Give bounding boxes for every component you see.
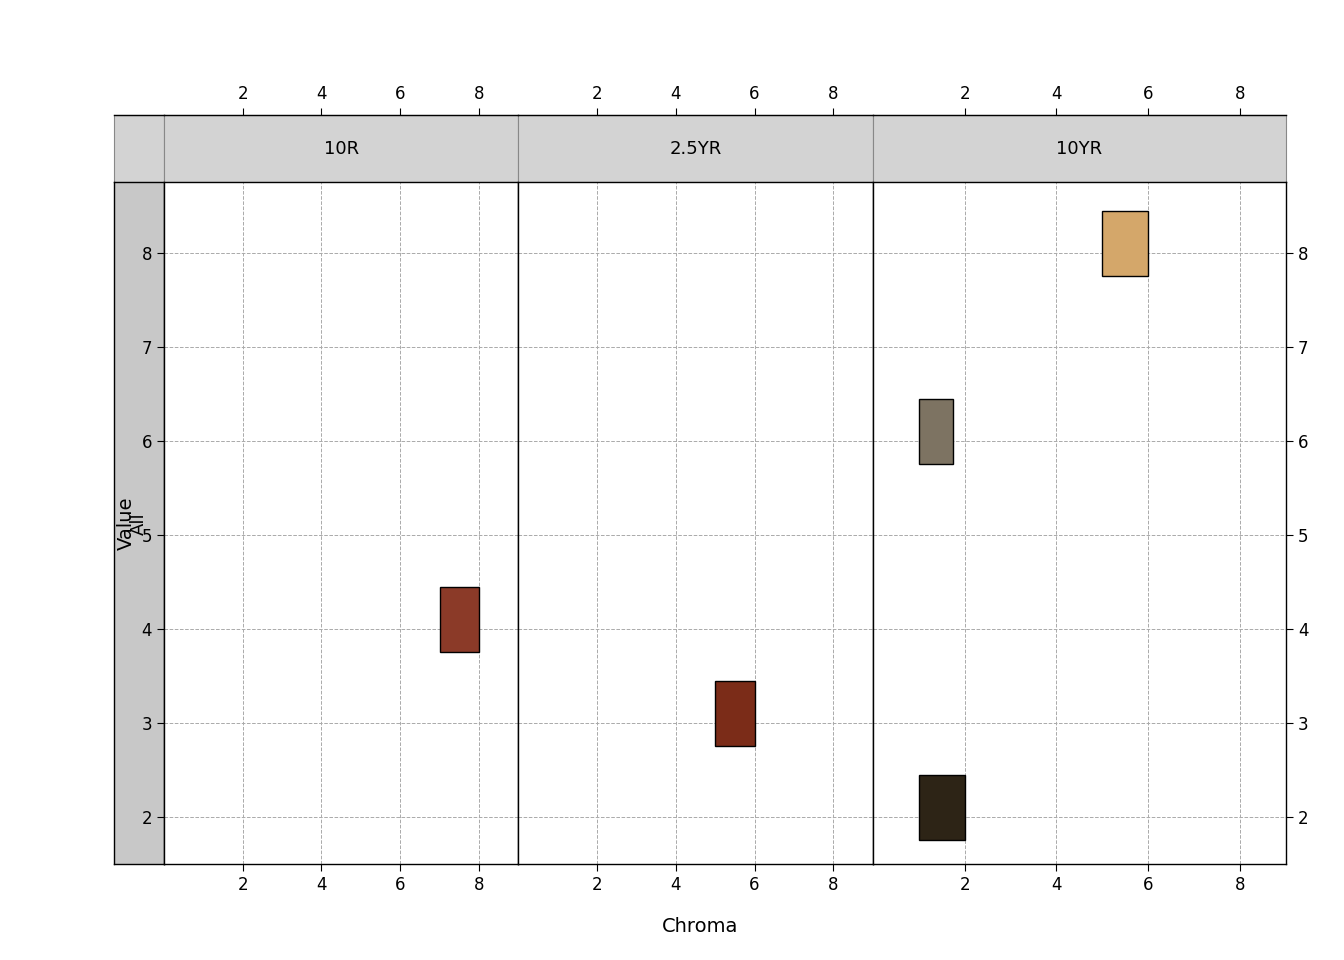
Bar — [1102, 210, 1148, 276]
Text: 2.5YR: 2.5YR — [669, 140, 722, 157]
Bar — [919, 398, 953, 465]
Bar — [439, 587, 478, 653]
Bar — [715, 681, 754, 747]
Text: 10R: 10R — [324, 140, 359, 157]
Text: Chroma: Chroma — [663, 917, 738, 936]
Text: 10YR: 10YR — [1056, 140, 1102, 157]
Y-axis label: Value: Value — [117, 496, 136, 550]
Bar — [919, 775, 965, 841]
Text: All: All — [130, 512, 148, 535]
